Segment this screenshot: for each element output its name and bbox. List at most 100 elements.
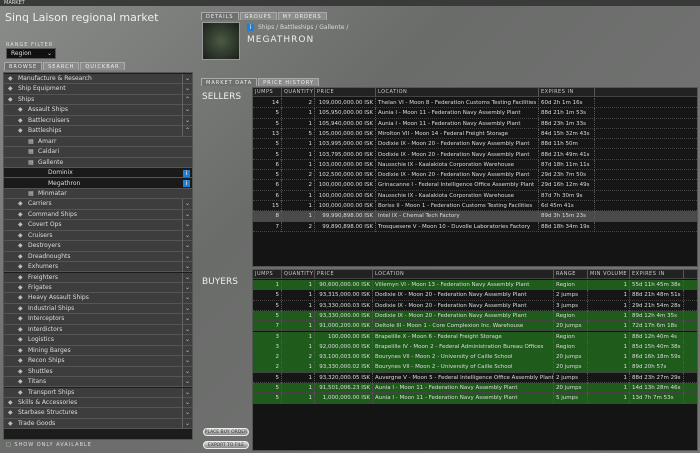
table-row[interactable]: 2 2 93,100,003.00 ISK Bourynes VII - Moon 2… bbox=[253, 352, 697, 363]
tree-item[interactable]: ◆ Skills & Accessories ⌄ bbox=[4, 397, 192, 409]
tree-item[interactable]: ◆ Command Ships ⌄ bbox=[4, 209, 192, 221]
show-only-available-checkbox[interactable]: □ SHOW ONLY AVAILABLE bbox=[6, 442, 92, 448]
tab-my-orders[interactable]: MY ORDERS bbox=[277, 12, 327, 20]
tree-item[interactable]: ◆ Recon Ships ⌄ bbox=[4, 356, 192, 367]
range-filter-select[interactable]: Region ⌄ bbox=[6, 48, 56, 59]
chevron-down-icon[interactable]: ⌄ bbox=[182, 324, 192, 335]
window-titlebar[interactable]: MARKET bbox=[0, 0, 700, 6]
chevron-down-icon[interactable]: ⌄ bbox=[182, 377, 192, 388]
tree-item[interactable]: ◆ Exhumers ⌄ bbox=[4, 262, 192, 273]
table-row[interactable]: 5 1 105,950,000.00 ISK Aunia I - Moon 11 - … bbox=[253, 108, 697, 119]
tree-item[interactable]: ◆ Interceptors ⌄ bbox=[4, 314, 192, 325]
tree-item[interactable]: ◆ Battlecruisers ⌄ bbox=[4, 115, 192, 127]
table-row[interactable]: 5 1 93,315,000.00 ISK Dodixie IX - Moon 20 … bbox=[253, 290, 697, 301]
tab-search[interactable]: SEARCH bbox=[43, 62, 80, 70]
tree-item[interactable]: ◆ Interdictors ⌄ bbox=[4, 324, 192, 336]
column-header[interactable]: JUMPS bbox=[253, 270, 282, 279]
place-buy-order-button[interactable]: PLACE BUY ORDER bbox=[203, 428, 249, 436]
column-header[interactable]: LOCATION bbox=[376, 88, 539, 97]
chevron-down-icon[interactable]: ⌄ bbox=[182, 84, 192, 95]
chevron-down-icon[interactable]: ⌄ bbox=[182, 387, 192, 398]
tree-item[interactable]: ◆ Frigates ⌄ bbox=[4, 283, 192, 294]
tree-item[interactable]: ◆ Industrial Ships ⌄ bbox=[4, 303, 192, 315]
tab-quickbar[interactable]: QUICKBAR bbox=[80, 62, 125, 70]
column-header[interactable]: PRICE bbox=[315, 88, 376, 97]
export-button[interactable]: EXPORT TO FILE bbox=[203, 441, 249, 449]
breadcrumb[interactable]: Ships / Battleships / Gallente / bbox=[258, 24, 349, 31]
column-header[interactable]: EXPIRES IN bbox=[630, 270, 684, 279]
table-row[interactable]: 5 1 91,501,006.23 ISK Aunia I - Moon 11 - F… bbox=[253, 383, 697, 394]
tree-item[interactable]: ◆ Starbase Structures ⌄ bbox=[4, 408, 192, 419]
tree-item[interactable]: ◆ Carriers ⌄ bbox=[4, 199, 192, 210]
table-row[interactable]: 7 1 91,000,200.00 ISK Deltole III - Moon 1 … bbox=[253, 321, 697, 332]
column-header[interactable]: EXPIRES IN bbox=[539, 88, 595, 97]
chevron-down-icon[interactable]: ⌄ bbox=[182, 272, 192, 283]
chevron-down-icon[interactable]: ⌄ bbox=[182, 199, 192, 210]
chevron-down-icon[interactable]: ⌄ bbox=[182, 397, 192, 408]
column-header[interactable]: QUANTITY bbox=[284, 88, 315, 97]
tree-item[interactable]: Megathron i bbox=[4, 178, 192, 189]
tree-item[interactable]: ◆ Transport Ships ⌄ bbox=[4, 387, 192, 398]
table-row[interactable]: 5 1 105,940,000.00 ISK Aunia I - Moon 11 - … bbox=[253, 118, 697, 129]
info-icon[interactable]: i bbox=[183, 180, 190, 187]
table-row[interactable]: 14 2 109,000,000.00 ISK Thelan VI - Moon 8 … bbox=[253, 98, 697, 109]
chevron-down-icon[interactable]: ⌄ bbox=[182, 105, 192, 116]
chevron-down-icon[interactable]: ⌄ bbox=[182, 230, 192, 241]
tab-price-history[interactable]: PRICE HISTORY bbox=[258, 78, 319, 86]
table-row[interactable]: 5 1 1,000,000.00 ISK Aunia I - Moon 11 - Fe… bbox=[253, 393, 697, 404]
table-row[interactable]: 15 1 100,000,000.00 ISK Boriss II - Moon 1 … bbox=[253, 201, 697, 212]
table-row[interactable]: 5 1 93,330,000.03 ISK Dodixie IX - Moon 20 … bbox=[253, 300, 697, 311]
tree-item[interactable]: ◆ Battleships ⌃ bbox=[4, 126, 192, 137]
table-row[interactable]: 2 1 93,330,000.02 ISK Bourynes VII - Moon 2… bbox=[253, 362, 697, 373]
column-header[interactable]: RANGE bbox=[554, 270, 588, 279]
table-row[interactable]: 5 1 93,330,000.00 ISK Dodixie IX - Moon 20 … bbox=[253, 310, 697, 322]
table-row[interactable]: 5 2 102,500,000.00 ISK Dodixie IX - Moon 20… bbox=[253, 170, 697, 181]
table-row[interactable]: 3 1 100,000.00 ISK Brapelille X - Moon 6 - … bbox=[253, 331, 697, 342]
table-row[interactable]: 6 1 103,000,000.00 ISK Nausschie IX - Kaala… bbox=[253, 159, 697, 171]
tree-item[interactable]: ▦ Gallente bbox=[4, 157, 192, 168]
chevron-down-icon[interactable]: ⌄ bbox=[182, 209, 192, 220]
chevron-down-icon[interactable]: ⌄ bbox=[182, 251, 192, 262]
chevron-down-icon[interactable]: ⌄ bbox=[182, 262, 192, 273]
chevron-down-icon[interactable]: ⌄ bbox=[182, 335, 192, 346]
info-icon[interactable]: i bbox=[247, 24, 254, 31]
table-row[interactable]: 6 1 100,000,000.00 ISK Nausschie IX - Kaala… bbox=[253, 190, 697, 201]
chevron-down-icon[interactable]: ⌄ bbox=[182, 241, 192, 252]
chevron-down-icon[interactable]: ⌄ bbox=[182, 314, 192, 325]
tree-item[interactable]: ◆ Trade Goods ⌄ bbox=[4, 418, 192, 430]
tab-market-data[interactable]: MARKET DATA bbox=[201, 78, 258, 86]
chevron-down-icon[interactable]: ⌄ bbox=[182, 74, 192, 84]
tree-item[interactable]: ◆ Titans ⌄ bbox=[4, 377, 192, 388]
chevron-down-icon[interactable]: ⌄ bbox=[182, 345, 192, 356]
column-header[interactable]: LOCATION bbox=[373, 270, 554, 279]
tab-details[interactable]: DETAILS bbox=[201, 12, 239, 20]
column-header[interactable]: MIN VOLUME bbox=[588, 270, 630, 279]
tree-item[interactable]: ◆ Assault Ships ⌄ bbox=[4, 105, 192, 116]
column-header[interactable]: PRICE bbox=[315, 270, 373, 279]
tree-item[interactable]: ◆ Ships ⌃ bbox=[4, 94, 192, 106]
tree-item[interactable]: ◆ Mining Barges ⌄ bbox=[4, 345, 192, 357]
tree-item[interactable]: ◆ Manufacture & Research ⌄ bbox=[4, 74, 192, 85]
chevron-down-icon[interactable]: ⌄ bbox=[182, 303, 192, 314]
tree-item[interactable]: ◆ Logistics ⌄ bbox=[4, 335, 192, 346]
chevron-up-icon[interactable]: ⌃ bbox=[182, 94, 192, 105]
tree-item[interactable]: ◆ Destroyers ⌄ bbox=[4, 241, 192, 252]
chevron-up-icon[interactable]: ⌃ bbox=[182, 126, 192, 137]
tab-browse[interactable]: BROWSE bbox=[4, 62, 43, 70]
tree-item[interactable]: ◆ Cruisers ⌄ bbox=[4, 230, 192, 242]
column-header[interactable]: QUANTITY bbox=[284, 270, 315, 279]
table-row[interactable]: 8 1 99,990,898.00 ISK Intel IX - Chemal Tec… bbox=[253, 211, 697, 222]
chevron-down-icon[interactable]: ⌄ bbox=[182, 283, 192, 293]
column-header[interactable]: JUMPS bbox=[253, 88, 282, 97]
chevron-down-icon[interactable]: ⌄ bbox=[182, 408, 192, 419]
table-row[interactable]: 6 2 100,000,000.00 ISK Grinacanne I - Feder… bbox=[253, 180, 697, 191]
chevron-down-icon[interactable]: ⌄ bbox=[182, 366, 192, 377]
tree-item[interactable]: Dominix i bbox=[4, 168, 192, 179]
tree-item[interactable]: ◆ Shuttles ⌄ bbox=[4, 366, 192, 377]
tree-item[interactable]: ◆ Ship Equipment ⌄ bbox=[4, 84, 192, 95]
chevron-down-icon[interactable]: ⌄ bbox=[182, 418, 192, 429]
table-row[interactable]: 5 1 103,995,000.00 ISK Dodixie IX - Moon 20… bbox=[253, 139, 697, 150]
table-row[interactable]: 5 1 103,795,000.00 ISK Dodixie IX - Moon 20… bbox=[253, 149, 697, 160]
info-icon[interactable]: i bbox=[183, 169, 190, 177]
chevron-down-icon[interactable]: ⌄ bbox=[182, 220, 192, 231]
